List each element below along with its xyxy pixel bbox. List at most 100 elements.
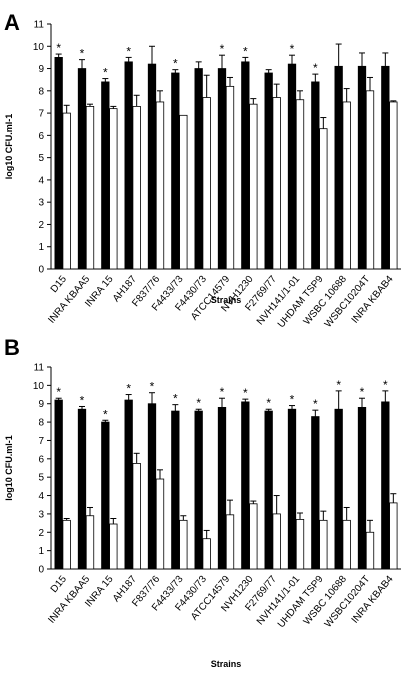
bar-dark xyxy=(241,401,250,570)
bar-dark xyxy=(54,399,63,570)
significance-star: * xyxy=(290,393,295,407)
bar-light xyxy=(342,101,351,270)
bar-dark xyxy=(194,68,203,270)
bar-light xyxy=(342,519,351,570)
bar-light xyxy=(109,523,118,570)
bar-light xyxy=(249,103,258,270)
bar-light xyxy=(202,538,211,570)
bar-dark xyxy=(287,408,297,570)
bar-dark xyxy=(357,65,367,270)
significance-star: * xyxy=(80,47,85,61)
bar-dark xyxy=(124,399,133,570)
bar-light xyxy=(225,514,235,570)
significance-star: * xyxy=(360,385,365,399)
bar-dark xyxy=(334,65,343,270)
bar-light xyxy=(225,85,235,270)
significance-star: * xyxy=(173,392,178,406)
bar-light xyxy=(295,519,305,570)
y-tick-label: 6 xyxy=(38,131,44,142)
bar-dark xyxy=(147,63,157,270)
x-axis-title: Strains xyxy=(211,295,242,305)
bar-dark xyxy=(241,61,250,270)
bar-dark xyxy=(77,68,87,270)
significance-star: * xyxy=(56,41,61,55)
bar-light xyxy=(132,463,141,570)
y-tick-label: 0 xyxy=(38,565,44,576)
significance-star: * xyxy=(243,386,248,400)
y-tick-label: 2 xyxy=(38,220,44,231)
y-tick-label: 1 xyxy=(38,546,44,557)
bar-light xyxy=(109,108,118,270)
significance-star: * xyxy=(126,382,131,396)
bar-dark xyxy=(311,416,320,570)
significance-star: * xyxy=(80,393,85,407)
y-tick-label: 7 xyxy=(38,436,44,447)
bar-dark xyxy=(357,406,367,570)
bar-light xyxy=(319,519,328,570)
y-tick-label: 3 xyxy=(38,198,44,209)
bar-light xyxy=(202,97,211,270)
significance-star: * xyxy=(196,396,201,410)
bar-light xyxy=(155,101,165,270)
significance-star: * xyxy=(173,57,178,71)
bar-dark xyxy=(217,68,227,270)
significance-star: * xyxy=(266,396,271,410)
bar-light xyxy=(249,503,258,570)
y-tick-label: 10 xyxy=(33,381,45,392)
bar-light xyxy=(179,519,188,570)
significance-star: * xyxy=(290,42,295,56)
bar-light xyxy=(155,478,165,570)
bar-light xyxy=(132,106,141,270)
bar-dark xyxy=(381,401,390,570)
y-tick-label: 7 xyxy=(38,109,44,120)
y-tick-label: 6 xyxy=(38,454,44,465)
y-tick-label: 4 xyxy=(38,175,44,186)
bar-dark xyxy=(171,410,180,570)
y-tick-label: 5 xyxy=(38,473,44,484)
significance-star: * xyxy=(313,397,318,411)
panel-letter: A xyxy=(4,10,20,35)
bar-light xyxy=(319,128,328,270)
bar-light xyxy=(365,531,375,570)
bar-light xyxy=(85,106,95,270)
significance-star: * xyxy=(220,42,225,56)
y-tick-label: 3 xyxy=(38,509,44,520)
bar-dark xyxy=(147,403,157,570)
y-tick-label: 11 xyxy=(34,363,45,374)
x-tick-label: D15 xyxy=(49,574,70,595)
bar-dark xyxy=(194,410,203,570)
significance-star: * xyxy=(220,385,225,399)
y-axis-title: log10 CFU.ml-1 xyxy=(4,435,14,501)
bar-light xyxy=(272,97,281,270)
y-tick-label: 0 xyxy=(38,265,44,276)
y-tick-label: 11 xyxy=(34,20,45,31)
bar-dark xyxy=(264,72,273,270)
bar-light xyxy=(179,114,188,270)
significance-star: * xyxy=(103,66,108,80)
bar-dark xyxy=(54,57,63,270)
bar-light xyxy=(272,513,281,570)
significance-star: * xyxy=(103,407,108,421)
bar-dark xyxy=(124,61,133,270)
y-tick-label: 8 xyxy=(38,86,44,97)
y-tick-label: 1 xyxy=(38,242,44,253)
y-tick-label: 5 xyxy=(38,153,44,164)
bar-dark xyxy=(217,406,227,570)
significance-star: * xyxy=(383,378,388,392)
significance-star: * xyxy=(313,61,318,75)
y-tick-label: 10 xyxy=(33,42,45,53)
bar-dark xyxy=(77,408,87,570)
bar-light xyxy=(389,502,398,570)
significance-star: * xyxy=(150,380,155,394)
y-tick-label: 4 xyxy=(38,491,44,502)
y-tick-label: 9 xyxy=(38,399,44,410)
bar-dark xyxy=(171,72,180,270)
y-tick-label: 8 xyxy=(38,418,44,429)
bar-light xyxy=(62,519,71,570)
bar-light xyxy=(365,90,375,270)
bar-dark xyxy=(264,410,273,570)
bar-light xyxy=(295,99,305,270)
